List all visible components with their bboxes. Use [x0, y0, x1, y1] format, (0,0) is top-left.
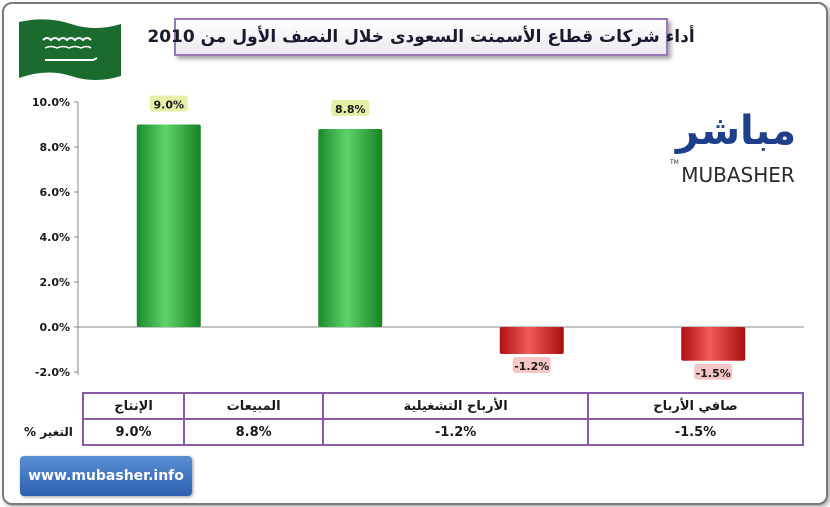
y-tick-label: 8.0% — [39, 141, 70, 154]
table-value-cell: -1.2% — [322, 418, 589, 446]
data-label: -1.5% — [696, 367, 731, 380]
data-label: 9.0% — [153, 99, 184, 112]
table-value-cell: -1.5% — [586, 418, 805, 446]
logo-latin-text: MUBASHER — [681, 163, 795, 187]
bar-chart: 10.0% 8.0% 6.0% 4.0% 2.0% 0.0% -2.0% 9.0% 8.8% -… — [32, 95, 804, 380]
data-label: -1.2% — [514, 360, 549, 373]
bar — [318, 129, 383, 327]
table-header-cell: الأرباح التشغيلية — [322, 392, 589, 420]
data-label-bg — [694, 363, 733, 380]
table-header-row: الإنتاج المبيعات الأرباح التشغيلية صافي … — [24, 392, 805, 420]
mubasher-website-button[interactable]: www.mubasher.info — [20, 456, 192, 496]
y-tick-label: 4.0% — [39, 231, 70, 244]
mubasher-logo: مباشر TM MUBASHER — [668, 92, 808, 192]
data-label: 8.8% — [335, 103, 366, 116]
saudi-flag-icon — [19, 19, 121, 80]
logo-arabic-text: مباشر — [674, 108, 796, 154]
title-box: أداء شركات قطاع الأسمنت السعودى خلال الن… — [147, 18, 695, 56]
table-header-cell: صافي الأرباح — [586, 392, 805, 420]
bar — [681, 327, 746, 361]
data-table: الإنتاج المبيعات الأرباح التشغيلية صافي … — [24, 392, 805, 446]
logo-tm-text: TM — [669, 159, 679, 166]
bar — [136, 124, 201, 327]
y-tick-label: 0.0% — [39, 321, 70, 334]
table-row-label: التغير % — [24, 425, 73, 439]
y-tick-label: 10.0% — [32, 96, 70, 109]
bar — [499, 327, 564, 354]
y-tick-label: -2.0% — [35, 366, 70, 379]
y-tick-label: 6.0% — [39, 186, 70, 199]
data-label-bg — [512, 357, 551, 373]
table-header-cell: الإنتاج — [81, 392, 186, 420]
y-tick-label: 2.0% — [39, 276, 70, 289]
table-value-cell: 9.0% — [81, 418, 186, 446]
chart-title: أداء شركات قطاع الأسمنت السعودى خلال الن… — [147, 27, 695, 47]
data-label-bg — [149, 95, 188, 112]
data-label-bg — [331, 100, 370, 116]
table-value-row: التغير % 9.0% 8.8% -1.2% -1.5% — [24, 418, 805, 446]
table-header-cell: المبيعات — [183, 392, 325, 420]
table-value-cell: 8.8% — [183, 418, 325, 446]
